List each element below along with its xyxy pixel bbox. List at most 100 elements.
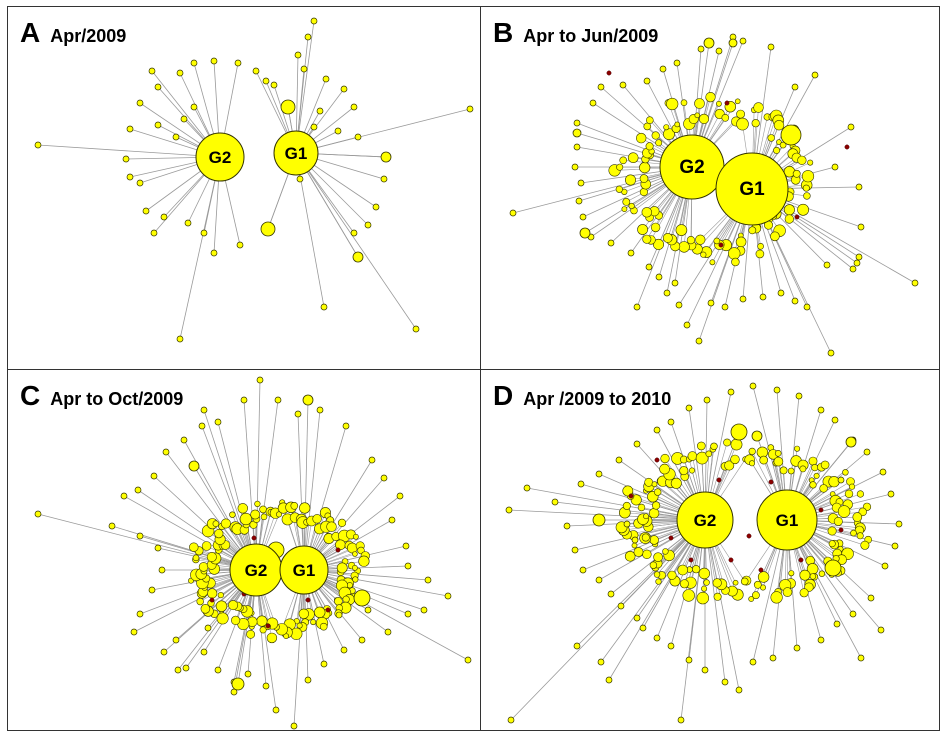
ring-node: [828, 540, 836, 548]
leaf-node: [573, 143, 581, 151]
leaf-node: [617, 602, 625, 610]
hub-label: G2: [694, 511, 717, 530]
ring-node: [215, 600, 228, 612]
ring-node: [692, 565, 701, 574]
hub-label: G2: [679, 157, 704, 178]
leaf-node: [252, 67, 260, 75]
leaf-node: [659, 65, 667, 73]
panel-letter: C: [20, 380, 41, 411]
ring-node: [358, 555, 370, 567]
ring-node: [296, 622, 303, 629]
edge: [600, 519, 706, 663]
edge: [303, 399, 309, 571]
leaf-node: [122, 155, 130, 163]
leaf-node: [607, 239, 615, 247]
red-node: [688, 557, 694, 563]
leaf-node: [182, 664, 190, 672]
leaf-node: [300, 65, 308, 73]
ring-node: [352, 576, 359, 583]
leaf-node: [184, 219, 192, 227]
ring-node: [721, 114, 730, 122]
ring-node: [674, 121, 680, 128]
red-node: [209, 597, 215, 603]
ring-node: [200, 604, 211, 614]
ring-node: [646, 116, 654, 124]
ring-node: [705, 450, 713, 458]
leaf-node: [274, 396, 282, 404]
leaf-node: [384, 628, 392, 636]
ring-node: [622, 501, 631, 510]
ring-node: [801, 170, 815, 183]
leaf-node: [597, 83, 605, 91]
leaf-node: [172, 636, 180, 644]
ring-node: [860, 540, 870, 550]
leaf-node: [256, 376, 264, 384]
edge: [576, 519, 706, 647]
red-node: [794, 214, 800, 220]
ring-node: [809, 573, 817, 580]
leaf-node: [849, 265, 857, 273]
leaf-node: [857, 654, 865, 662]
ring-node: [788, 570, 795, 577]
ring-node: [649, 535, 659, 545]
ring-node: [662, 548, 669, 555]
leaf-node: [294, 51, 302, 59]
ring-node: [694, 98, 705, 109]
ring-node: [663, 124, 670, 131]
hub-label: G1: [739, 179, 765, 200]
ring-node: [813, 472, 820, 479]
leaf-node: [767, 43, 775, 51]
ring-node: [782, 587, 793, 597]
node-layer: G2 G1: [509, 33, 919, 357]
node-layer: G2 G1: [34, 17, 474, 343]
leaf-node: [793, 644, 801, 652]
node: [728, 38, 738, 48]
leaf-node: [180, 115, 188, 123]
panel-title: Apr to Jun/2009: [523, 26, 659, 46]
ring-node: [703, 579, 710, 586]
leaf-node: [172, 133, 180, 141]
leaf-node: [655, 273, 663, 281]
ring-node: [644, 477, 654, 487]
panel-b: G2 G1 B Apr to Jun/2009: [480, 6, 940, 370]
edge: [297, 413, 305, 571]
red-node: [746, 533, 752, 539]
leaf-node: [677, 716, 685, 724]
node: [231, 677, 245, 691]
node: [780, 124, 802, 146]
ring-node: [336, 562, 348, 574]
ring-node: [734, 98, 741, 105]
leaf-node: [633, 440, 641, 448]
ring-node: [637, 224, 648, 235]
edge: [508, 509, 706, 521]
node: [260, 221, 276, 237]
node: [824, 559, 842, 577]
leaf-node: [240, 396, 248, 404]
ring-node: [689, 467, 696, 474]
edge: [179, 156, 221, 340]
leaf-node: [505, 506, 513, 514]
leaf-node: [791, 297, 799, 305]
leaf-node: [773, 386, 781, 394]
leaf-node: [509, 209, 517, 217]
leaf-node: [310, 123, 318, 131]
ring-node: [695, 451, 709, 465]
ring-node: [677, 564, 688, 576]
hub-label: G1: [285, 144, 308, 163]
ring-node: [655, 578, 662, 585]
leaf-node: [589, 99, 597, 107]
panel-title: Apr /2009 to 2010: [523, 389, 672, 409]
ring-node: [695, 234, 706, 245]
ring-node: [214, 529, 224, 539]
leaf-node: [685, 656, 693, 664]
ring-node: [622, 197, 631, 206]
ring-node: [653, 552, 663, 562]
leaf-node: [879, 468, 887, 476]
ring-node: [642, 234, 652, 244]
red-node: [838, 527, 844, 533]
ring-node: [787, 467, 795, 475]
ring-node: [783, 204, 795, 216]
leaf-node: [334, 127, 342, 135]
leaf-node: [150, 472, 158, 480]
panel-a: G2 G1 A Apr/2009: [7, 6, 481, 370]
